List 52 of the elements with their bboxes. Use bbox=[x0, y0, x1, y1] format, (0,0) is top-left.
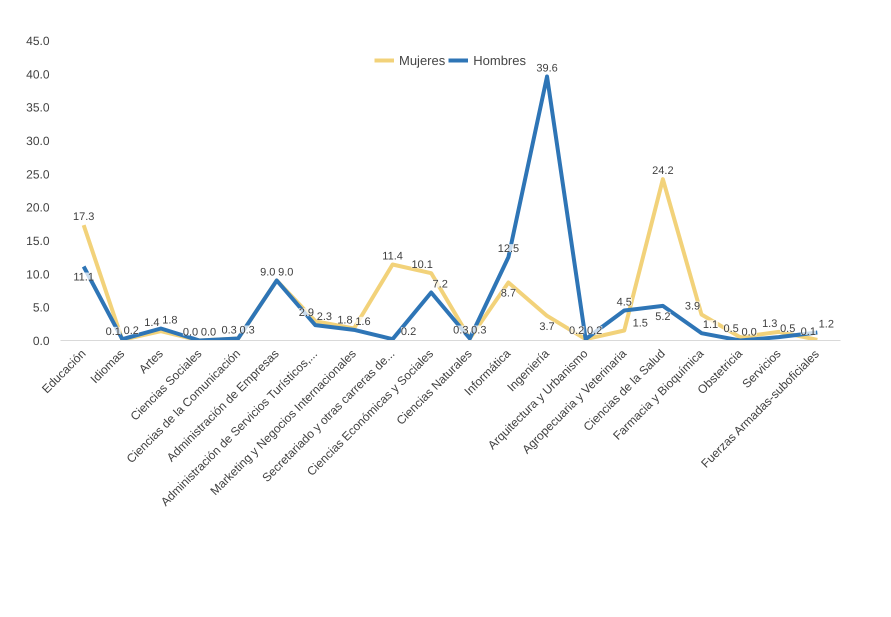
data-label: 0.0 bbox=[182, 326, 198, 338]
data-label: 0.2 bbox=[569, 325, 584, 338]
data-label: 1.6 bbox=[355, 316, 371, 328]
data-label: 7.2 bbox=[432, 278, 448, 290]
y-tick-label: 15.0 bbox=[26, 234, 50, 248]
data-label: 0.1 bbox=[800, 326, 816, 338]
data-label: 10.1 bbox=[411, 259, 433, 272]
data-label: 0.0 bbox=[200, 326, 216, 338]
data-label: 1.2 bbox=[818, 318, 834, 330]
data-label: 12.5 bbox=[498, 243, 520, 256]
data-label: 0.2 bbox=[124, 325, 139, 338]
data-label: 2.3 bbox=[316, 311, 332, 324]
data-label: 1.4 bbox=[144, 317, 160, 330]
data-label: 9.0 bbox=[260, 266, 276, 278]
data-label: 1.8 bbox=[337, 314, 353, 326]
data-label: 0.3 bbox=[471, 324, 486, 336]
data-label: 4.5 bbox=[616, 296, 632, 308]
data-label: 0.2 bbox=[587, 325, 602, 338]
data-label: 1.5 bbox=[632, 318, 648, 330]
data-label: 1.3 bbox=[762, 318, 778, 330]
y-tick-label: 35.0 bbox=[26, 100, 50, 115]
data-label: 1.1 bbox=[702, 319, 718, 332]
y-tick-label: 10.0 bbox=[26, 267, 50, 282]
data-label: 5.2 bbox=[655, 310, 671, 323]
data-label: 0.3 bbox=[239, 324, 255, 336]
data-label: 0.3 bbox=[453, 324, 468, 336]
data-label: 9.0 bbox=[278, 266, 294, 278]
y-tick-label: 45.0 bbox=[26, 34, 50, 48]
legend-label: Mujeres bbox=[399, 52, 446, 68]
data-label: 0.0 bbox=[741, 326, 757, 338]
data-label: 3.7 bbox=[539, 320, 555, 333]
data-label: 3.9 bbox=[684, 300, 700, 312]
data-label: 17.3 bbox=[72, 211, 94, 224]
data-label: 2.9 bbox=[298, 307, 314, 320]
data-label: 0.3 bbox=[221, 324, 237, 336]
y-tick-label: 25.0 bbox=[26, 167, 50, 182]
y-tick-label: 0.0 bbox=[32, 334, 50, 348]
data-label: 0.2 bbox=[400, 326, 416, 338]
y-tick-label: 20.0 bbox=[26, 200, 50, 215]
data-label: 24.2 bbox=[652, 165, 674, 178]
y-tick-label: 30.0 bbox=[26, 134, 50, 148]
data-label: 0.5 bbox=[780, 323, 796, 336]
data-label: 1.8 bbox=[162, 314, 178, 326]
data-label: 11.1 bbox=[73, 272, 94, 284]
data-label: 0.5 bbox=[723, 323, 739, 336]
y-tick-label: 5.0 bbox=[32, 300, 50, 315]
data-label: 0.1 bbox=[106, 326, 121, 338]
data-label: 11.4 bbox=[382, 250, 403, 262]
data-label: 39.6 bbox=[536, 62, 558, 74]
legend-label: Hombres bbox=[473, 52, 526, 68]
data-label: 8.7 bbox=[500, 288, 516, 300]
y-tick-label: 40.0 bbox=[26, 67, 50, 82]
